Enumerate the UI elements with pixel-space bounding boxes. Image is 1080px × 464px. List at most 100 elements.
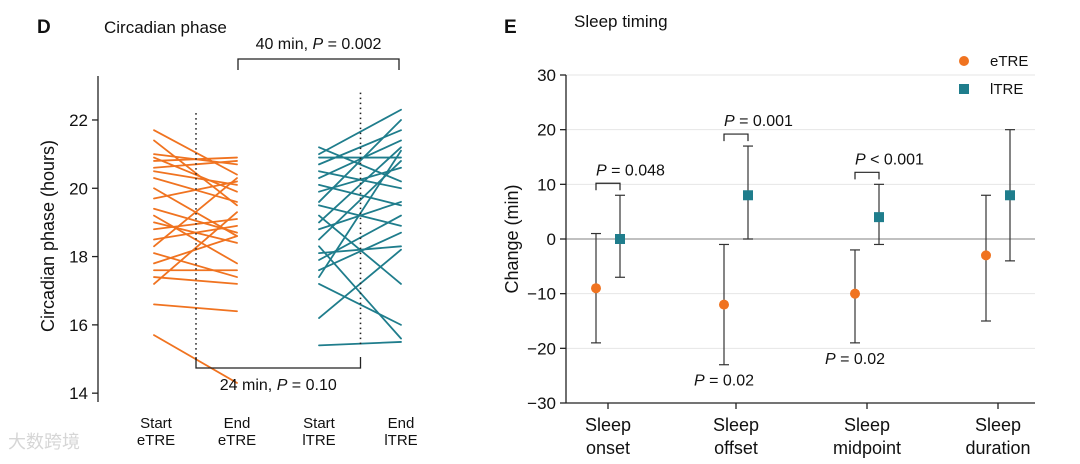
- panel-d-line-lTRE: [318, 129, 402, 166]
- panel-e-point-lTRE: [874, 212, 884, 223]
- panel-e-category-label: duration: [965, 438, 1030, 458]
- panel-d-top-value: = 0.002: [323, 36, 381, 53]
- panel-d-line-eTRE: [153, 180, 238, 200]
- panel-d-top-prefix: 40 min,: [256, 36, 313, 53]
- panel-e-bracket-label: P < 0.001: [855, 151, 924, 168]
- panel-d-category-label: End: [388, 415, 415, 432]
- panel-d-line-lTRE: [318, 231, 402, 272]
- panel-d-category-label: eTRE: [218, 432, 256, 449]
- panel-e-point-lTRE: [615, 234, 625, 244]
- panel-e-letter: E: [504, 17, 517, 38]
- panel-d-category-label: eTRE: [137, 432, 175, 449]
- legend-marker-lTRE: [959, 84, 969, 94]
- panel-d-line-eTRE: [153, 235, 238, 265]
- panel-d-category-label: lTRE: [384, 432, 417, 449]
- panel-d-line-eTRE: [153, 224, 238, 241]
- panel-e-bracket-label-value: = 0.001: [735, 113, 793, 130]
- panel-d-line-lTRE: [318, 201, 402, 231]
- panel-d-line-lTRE: [318, 282, 402, 326]
- panel-d-line-lTRE: [318, 146, 402, 224]
- panel-d-y-tick-label: 18: [69, 248, 88, 267]
- panel-d-line-eTRE: [153, 170, 238, 186]
- panel-e-annotation-value: = 0.02: [705, 373, 754, 390]
- panel-e-bracket-label: P = 0.001: [724, 113, 793, 130]
- panel-e-y-tick-label: 20: [537, 121, 556, 140]
- panel-d-bottom-bracket-label: 24 min, P = 0.10: [220, 377, 337, 394]
- panel-e-bracket-label-p: P: [855, 151, 866, 168]
- panel-d-category-label: End: [224, 415, 251, 432]
- panel-d-plot: 14 16 18 20 22 24 min, P = 0.10 40 min, P = 0.…: [69, 36, 418, 449]
- panel-e-y-tick-label: −30: [527, 394, 556, 413]
- panel-d-bottom-bracket: [195, 357, 362, 369]
- panel-d-bottom-prefix: 24 min,: [220, 377, 277, 394]
- panel-e-bracket-label: P = 0.048: [596, 162, 665, 179]
- panel-d-line-lTRE: [318, 146, 402, 183]
- panel-e-bracket-label-p: P: [724, 113, 735, 130]
- panel-e-y-tick-label: −10: [527, 285, 556, 304]
- panel-d-bottom-value: = 0.10: [287, 377, 336, 394]
- panel-d-line-lTRE: [318, 245, 402, 340]
- panel-d-line-eTRE: [153, 252, 238, 278]
- panel-d-title: Circadian phase: [104, 18, 227, 37]
- legend-label-lTRE: lTRE: [990, 81, 1023, 98]
- panel-e-bracket: [854, 171, 880, 180]
- panel-d-line-lTRE: [318, 160, 402, 241]
- panel-d-top-bracket-label: 40 min, P = 0.002: [256, 36, 382, 53]
- panel-e-title: Sleep timing: [574, 12, 668, 31]
- panel-d-category-label: lTRE: [302, 432, 335, 449]
- panel-e-bracket-label-value: < 0.001: [866, 151, 924, 168]
- panel-e-y-tick-label: 0: [547, 230, 556, 249]
- panel-d-y-tick-label: 22: [69, 111, 88, 130]
- watermark-text: 大数跨境: [8, 432, 80, 452]
- panel-d-line-lTRE: [318, 119, 402, 203]
- panel-d-category-label: Start: [140, 415, 173, 432]
- panel-d-y-tick-label: 16: [69, 316, 88, 335]
- panel-e-category-label: Sleep: [844, 415, 890, 435]
- panel-e-bracket: [723, 133, 749, 142]
- panel-e-y-tick-label: 10: [537, 175, 556, 194]
- panel-e-bracket-label-value: = 0.048: [607, 162, 665, 179]
- panel-e-category-label: Sleep: [975, 415, 1021, 435]
- panel-e-category-label: midpoint: [833, 438, 901, 458]
- panel-e-bracket: [595, 182, 621, 191]
- panel-d-y-tick-label: 20: [69, 179, 88, 198]
- panel-e-annotation: P = 0.02: [825, 351, 885, 368]
- panel-e-point-eTRE: [591, 283, 601, 294]
- panel-d-line-eTRE: [153, 211, 238, 285]
- panel-d-line-eTRE: [153, 276, 238, 285]
- panel-d-line-lTRE: [318, 108, 402, 156]
- panel-e-y-tick-label: −20: [527, 339, 556, 358]
- panel-d-y-axis-label: Circadian phase (hours): [38, 140, 58, 332]
- panel-d-line-eTRE: [153, 303, 238, 313]
- panel-e-point-eTRE: [850, 288, 860, 299]
- legend-label-eTRE: eTRE: [990, 53, 1028, 70]
- panel-d-line-lTRE: [318, 139, 402, 179]
- panel-e-bracket-label-p: P: [596, 162, 607, 179]
- panel-d-letter: D: [37, 17, 51, 38]
- panel-e-annotation-p: P: [825, 351, 836, 368]
- panel-d-y-tick-label: 14: [69, 384, 88, 403]
- panel-e-point-lTRE: [1005, 190, 1015, 201]
- panel-e-point-lTRE: [743, 190, 753, 201]
- panel-e-category-label: onset: [586, 438, 630, 458]
- panel-d-top-p: P: [312, 36, 323, 53]
- panel-d-top-bracket: [237, 58, 400, 70]
- panel-e-annotation: P = 0.02: [694, 373, 754, 390]
- panel-e-y-axis-label: Change (min): [502, 184, 522, 293]
- panel-d-bottom-p: P: [277, 377, 288, 394]
- panel-d-line-eTRE: [153, 139, 238, 207]
- panel-e-category-label: Sleep: [585, 415, 631, 435]
- panel-e-annotation-value: = 0.02: [836, 351, 885, 368]
- panel-e-y-tick-label: 30: [537, 66, 556, 85]
- legend-marker-eTRE: [959, 56, 969, 66]
- panel-e-annotation-p: P: [694, 373, 705, 390]
- panel-e-category-label: offset: [714, 438, 758, 458]
- panel-e-point-eTRE: [719, 299, 729, 310]
- panel-d-line-eTRE: [153, 177, 238, 248]
- panel-e-category-label: Sleep: [713, 415, 759, 435]
- panel-d-line-eTRE: [153, 129, 238, 176]
- panel-e-point-eTRE: [981, 250, 991, 261]
- panel-d-category-label: Start: [303, 415, 336, 432]
